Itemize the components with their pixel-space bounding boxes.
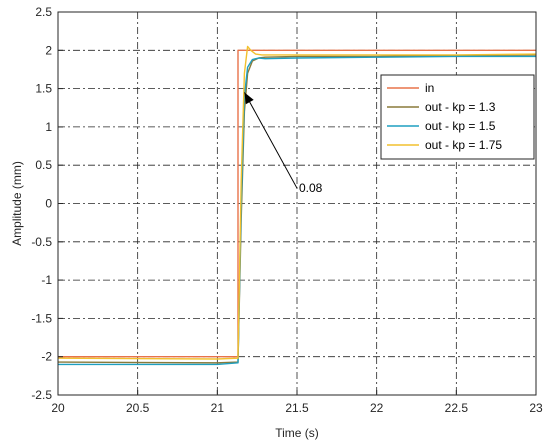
- series-line-2: [58, 55, 536, 366]
- y-tick-label: -2: [41, 350, 52, 364]
- legend: in out - kp = 1.3 out - kp = 1.5 out - kp =…: [380, 74, 535, 160]
- y-tick-label: 1: [45, 120, 52, 134]
- y-tick-label: -1.5: [31, 311, 52, 325]
- x-axis-label: Time (s): [275, 426, 319, 440]
- legend-label: out - kp = 1.3: [425, 100, 496, 114]
- x-tick-label: 23: [529, 401, 543, 415]
- y-tick-label: 1.5: [35, 82, 52, 96]
- y-tick-label: -0.5: [31, 235, 52, 249]
- series-lines: [57, 45, 537, 366]
- x-tick-label: 20.5: [126, 401, 150, 415]
- y-tick-label: -1: [41, 273, 52, 287]
- legend-label: out - kp = 1.75: [425, 138, 502, 152]
- y-axis-label: Amplitude (mm): [10, 161, 24, 246]
- series-line-0: [58, 49, 536, 358]
- x-tick-label: 22: [370, 401, 384, 415]
- grid-lines: [58, 12, 536, 395]
- y-tick-label: -2.5: [31, 388, 52, 402]
- y-tick-label: 0: [45, 197, 52, 211]
- series-line-3: [57, 45, 537, 360]
- annotation-arrowhead: [244, 92, 254, 105]
- axis-ticks: 20 20.5 21 21.5 22 22.5 23-2.5-2-1.5-1-0.500.5…: [31, 5, 543, 415]
- x-tick-label: 21.5: [285, 401, 309, 415]
- x-tick-label: 22.5: [445, 401, 469, 415]
- x-tick-label: 21: [211, 401, 225, 415]
- legend-label: out - kp = 1.5: [425, 119, 496, 133]
- y-tick-label: 2: [45, 43, 52, 57]
- annotation: 0.08: [243, 92, 323, 195]
- legend-label: in: [425, 81, 434, 95]
- annotation-label: 0.08: [299, 181, 323, 195]
- annotation-arrow-line: [243, 92, 298, 189]
- y-tick-label: 0.5: [35, 158, 52, 172]
- y-tick-label: 2.5: [35, 5, 52, 19]
- x-tick-label: 20: [51, 401, 65, 415]
